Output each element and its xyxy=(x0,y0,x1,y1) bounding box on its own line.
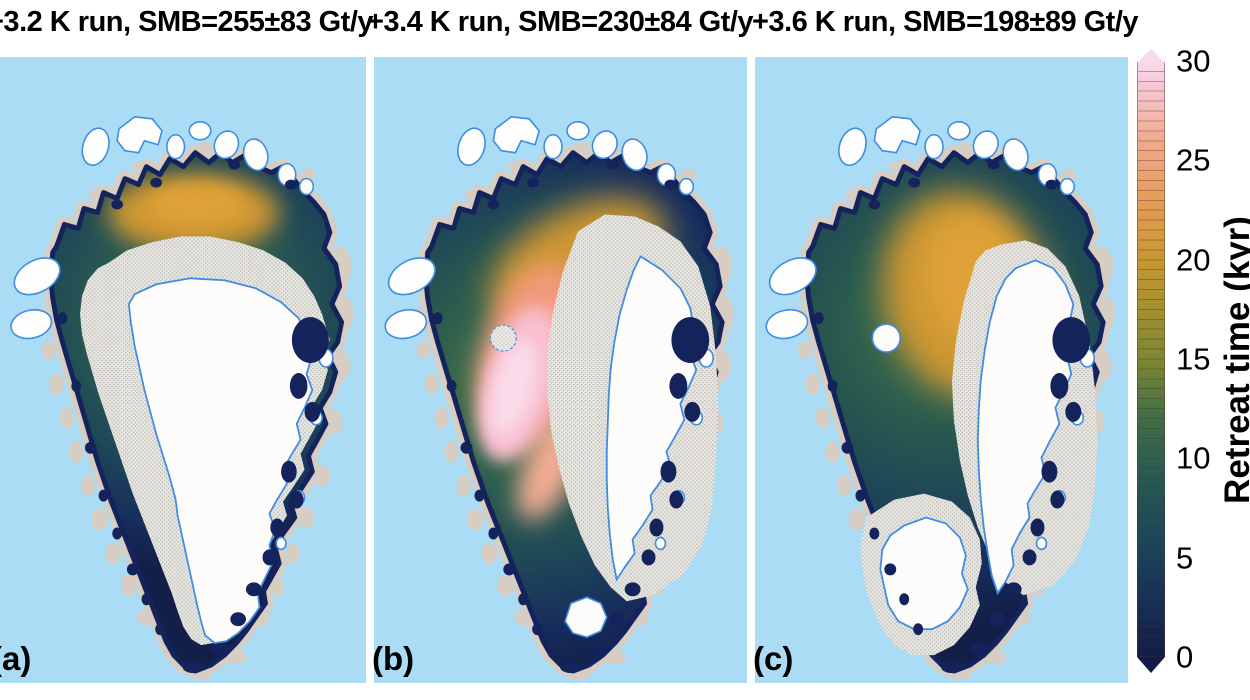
colorbar-axis-label: Retreat time (kyr) xyxy=(1218,216,1250,504)
south-ice-dome-b xyxy=(564,596,608,638)
colorbar-tick-0: 0 xyxy=(1176,639,1194,675)
colorbar-tick-15: 15 xyxy=(1176,341,1211,377)
colorbar-arrow-top xyxy=(1137,49,1165,63)
map-b xyxy=(374,57,747,683)
panel-a-title: +3.2 K run, SMB=255±83 Gt/y xyxy=(0,6,374,38)
panel-b-title: +3.4 K run, SMB=230±84 Gt/y xyxy=(367,6,754,38)
panel-b-label: (b) xyxy=(372,640,415,677)
colorbar-tick-10: 10 xyxy=(1176,440,1211,476)
central-ice-cap-b xyxy=(489,324,517,352)
map-panel-b xyxy=(374,57,747,683)
retreat-time-field-a xyxy=(50,152,342,672)
map-c xyxy=(755,57,1128,683)
colorbar-tick-20: 20 xyxy=(1176,242,1211,278)
colorbar-arrow-bottom xyxy=(1137,657,1165,673)
colorbar-tick-25: 25 xyxy=(1176,142,1211,178)
map-panel-a xyxy=(0,57,366,683)
panel-c-title: +3.6 K run, SMB=198±89 Gt/y xyxy=(752,6,1139,38)
panel-a-label: (a) xyxy=(0,640,32,677)
colorbar-tick-5: 5 xyxy=(1176,540,1194,576)
colorbar-gradient xyxy=(1137,62,1165,657)
map-a xyxy=(0,57,366,683)
map-panel-c xyxy=(755,57,1128,683)
central-ice-cap-c xyxy=(871,323,902,353)
colorbar-tick-30: 30 xyxy=(1176,43,1211,79)
panel-c-label: (c) xyxy=(753,640,794,677)
